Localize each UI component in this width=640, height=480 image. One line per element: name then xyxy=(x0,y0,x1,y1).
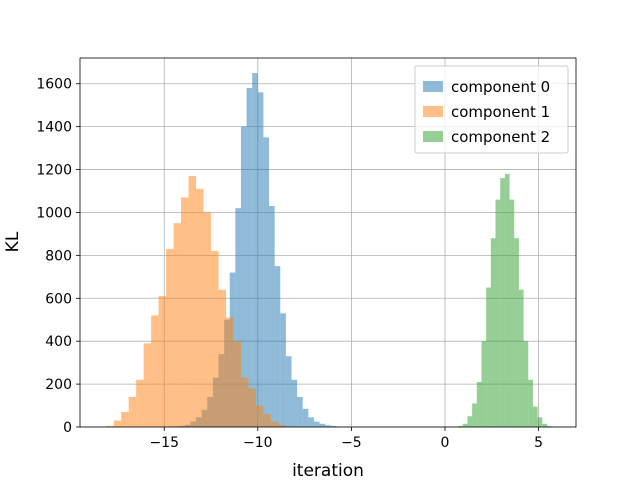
histogram-bar xyxy=(462,423,468,427)
histogram-bar xyxy=(255,405,264,427)
x-tick-label: 0 xyxy=(441,435,450,451)
y-tick-label: 200 xyxy=(45,377,72,393)
y-tick-label: 800 xyxy=(45,248,72,264)
legend-swatch xyxy=(423,81,443,92)
histogram-bar xyxy=(257,92,264,427)
histogram-bar xyxy=(523,341,529,427)
x-tick-label: −5 xyxy=(341,435,362,451)
histogram-bar xyxy=(495,199,501,427)
histogram-bar xyxy=(106,425,114,427)
y-tick-label: 0 xyxy=(63,420,72,436)
histogram-bar xyxy=(504,173,510,427)
histogram-bar xyxy=(166,248,174,427)
x-tick-label: −15 xyxy=(149,435,179,451)
histogram-bar xyxy=(302,408,309,427)
histogram-bar xyxy=(297,396,303,427)
histogram-bar xyxy=(542,423,547,427)
histogram-bar xyxy=(158,296,167,427)
histogram-bar xyxy=(486,287,491,427)
histogram-bar xyxy=(263,137,270,427)
y-tick-label: 1400 xyxy=(36,120,72,136)
histogram-bar xyxy=(285,356,292,427)
y-tick-label: 400 xyxy=(45,334,72,350)
histogram-bar xyxy=(181,197,189,427)
histogram-bar xyxy=(225,317,234,427)
histogram-bar xyxy=(291,379,298,427)
y-tick-label: 600 xyxy=(45,291,72,307)
legend-swatch xyxy=(423,131,443,142)
histogram-bar xyxy=(528,379,533,427)
x-tick-label: −10 xyxy=(243,435,273,451)
series-1-bars xyxy=(106,175,286,427)
x-axis-label: iteration xyxy=(292,461,364,480)
histogram-bar xyxy=(509,199,515,427)
y-axis-label: KL xyxy=(3,231,23,252)
plot-frame xyxy=(79,57,577,428)
histogram-bar xyxy=(211,251,219,427)
legend-label: component 0 xyxy=(451,78,550,96)
histogram-bar xyxy=(278,424,286,427)
histogram-bar xyxy=(325,425,331,427)
legend: component 0 component 1 component 2 xyxy=(414,65,569,154)
histogram-bar xyxy=(246,88,253,427)
legend-label: component 1 xyxy=(451,103,550,121)
histogram-bar xyxy=(269,206,275,427)
x-tick-label: 5 xyxy=(534,435,543,451)
histogram-bars xyxy=(106,73,552,428)
histogram-bar xyxy=(458,425,463,427)
histogram-bar xyxy=(173,223,182,427)
histogram-bar xyxy=(481,341,487,427)
y-tick-label: 1000 xyxy=(36,205,72,221)
y-tick-label: 1600 xyxy=(36,77,72,93)
histogram-bar xyxy=(274,266,281,427)
histogram-bar xyxy=(472,403,477,427)
histogram-bar xyxy=(467,416,473,427)
histogram-bar xyxy=(248,388,256,427)
histogram-bar xyxy=(263,414,271,427)
histogram-bar xyxy=(188,175,197,427)
histogram-bar xyxy=(233,341,241,427)
legend-swatch xyxy=(423,106,443,117)
histogram-bar xyxy=(500,178,505,427)
series-2-bars xyxy=(458,173,552,427)
legend-label: component 2 xyxy=(451,128,550,146)
histogram-bar xyxy=(308,417,314,427)
histogram-bar xyxy=(514,238,519,427)
histogram-bar xyxy=(143,343,152,427)
histogram-bar xyxy=(240,126,247,428)
histogram-bar xyxy=(128,396,137,427)
histogram-bar xyxy=(252,73,258,427)
histogram-bar xyxy=(240,377,249,427)
histogram-bar xyxy=(313,421,320,427)
histogram-bar xyxy=(113,420,122,427)
y-tick-label: 1200 xyxy=(36,163,72,179)
histogram-bar xyxy=(151,315,159,427)
x-axis-ticks: −15 −10 −5 0 5 xyxy=(149,427,543,451)
histogram-bar xyxy=(280,313,286,427)
histogram-bar xyxy=(330,425,337,427)
legend-frame xyxy=(414,65,569,154)
histogram-bar xyxy=(121,411,129,427)
y-axis-ticks: 0 200 400 600 800 1000 1200 1400 1600 xyxy=(36,77,80,436)
histogram-bar xyxy=(546,425,552,427)
histogram-bar xyxy=(196,188,204,427)
histogram-bar xyxy=(319,423,326,427)
histogram-bar xyxy=(532,406,538,427)
histogram-bar xyxy=(203,212,212,427)
histogram-bar xyxy=(136,379,144,427)
histogram-bar xyxy=(218,289,226,427)
histogram-bar xyxy=(490,238,496,427)
histogram-bar xyxy=(270,421,279,427)
histogram-bar xyxy=(476,381,482,427)
histogram-bar xyxy=(518,289,524,427)
histogram-bar xyxy=(235,208,241,427)
histogram-bar xyxy=(537,417,543,427)
